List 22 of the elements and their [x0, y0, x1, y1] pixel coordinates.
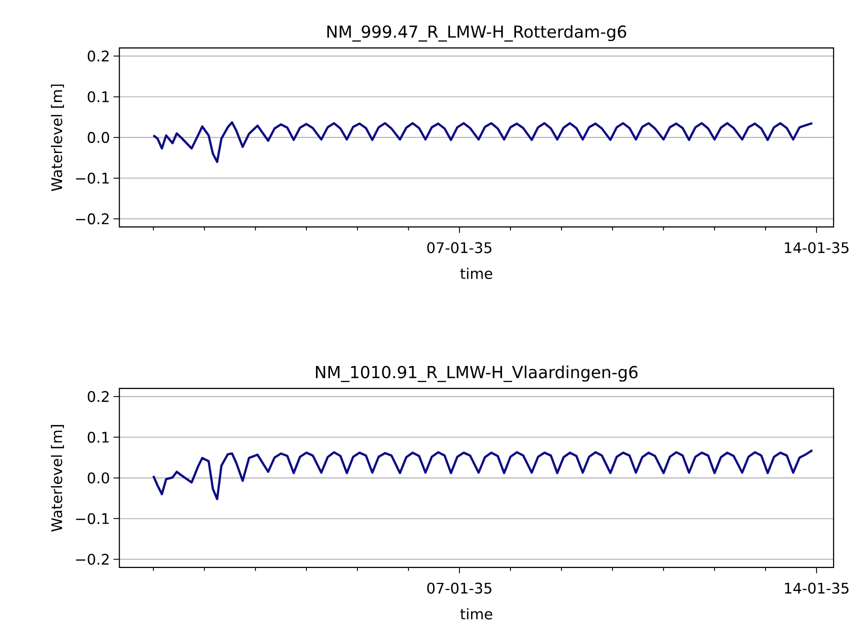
y-tick-label: 0.0: [88, 132, 110, 144]
x-tick-label: 14-01-35: [784, 582, 848, 594]
line-series: [152, 121, 814, 164]
chart-title: NM_1010.91_R_LMW-H_Vlaardingen-g6: [316, 366, 638, 382]
y-tick-label: 0.0: [88, 472, 110, 484]
y-tick-label: −0.2: [76, 554, 109, 565]
x-tick-label: 07-01-35: [427, 242, 492, 254]
y-tick-label: −0.1: [76, 513, 109, 524]
x-axis-title: time: [460, 268, 492, 280]
x-axis-title: time: [460, 608, 492, 620]
x-tick-label: 07-01-35: [427, 582, 492, 594]
y-tick-label: −0.1: [76, 172, 109, 184]
y-tick-label: −0.2: [76, 213, 109, 224]
y-tick-label: 0.2: [88, 50, 109, 62]
x-tick-label: 14-01-35: [784, 242, 848, 254]
line-series: [152, 449, 814, 500]
y-axis-title: Waterlevel [m]: [50, 84, 64, 192]
y-tick-label: 0.1: [88, 432, 109, 443]
chart-title: NM_999.47_R_LMW-H_Rotterdam-g6: [327, 25, 626, 42]
y-axis-title: Waterlevel [m]: [50, 425, 64, 532]
y-tick-label: 0.1: [88, 91, 109, 102]
y-tick-label: 0.2: [88, 391, 109, 402]
